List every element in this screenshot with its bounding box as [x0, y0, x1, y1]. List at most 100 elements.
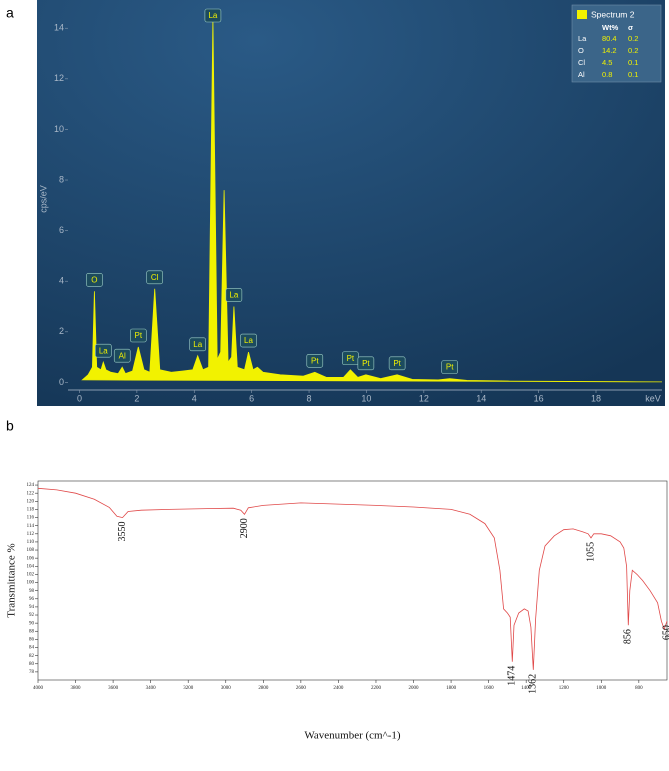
peak-label: Al [119, 351, 126, 360]
x-tick-label: 1000 [596, 686, 607, 691]
panel-label: b [6, 418, 14, 434]
spectrum-line [37, 487, 668, 670]
table-header: Wt% [602, 23, 619, 32]
peak-label: Pt [393, 359, 401, 368]
y-tick-label: 4 [59, 276, 64, 286]
plot-frame [37, 480, 668, 681]
x-tick-label: 3000 [221, 686, 232, 691]
peak-label: Pt [347, 354, 355, 363]
peak-label: 650 [661, 625, 669, 640]
peak-label-box [146, 270, 163, 285]
x-tick-label: 2400 [333, 686, 344, 691]
peak-label: 1362 [528, 674, 539, 694]
x-tick-label: 2000 [409, 686, 420, 691]
y-tick-label: 82 [29, 654, 35, 659]
table-sigma: 0.2 [628, 46, 638, 55]
table-sigma: 0.2 [628, 34, 638, 43]
x-tick-label: 3800 [71, 686, 82, 691]
y-tick-label: 96 [29, 597, 35, 602]
y-tick-label: 102 [27, 573, 35, 578]
y-tick-label: 112 [27, 532, 35, 537]
peak-label-box [94, 343, 112, 358]
table-header: σ [628, 23, 633, 32]
table-wt: 0.8 [602, 70, 612, 79]
x-tick-label: 2200 [371, 686, 382, 691]
table-wt: 14.2 [602, 46, 617, 55]
y-tick-label: 116 [27, 516, 35, 521]
peak-label-box [225, 288, 243, 302]
y-tick-label: 124 [27, 483, 35, 488]
x-tick-label: 2600 [296, 686, 307, 691]
peak-label: Pt [311, 356, 319, 365]
y-tick-label: 122 [27, 491, 35, 496]
x-tick-label: 8 [307, 393, 312, 403]
peak-label: La [208, 11, 217, 20]
panel-a-background [37, 0, 665, 406]
table-element: O [578, 46, 584, 55]
table-wt: 4.5 [602, 58, 612, 67]
peak-label: 856 [623, 629, 634, 644]
table-element: Al [578, 70, 585, 79]
y-tick-label: 108 [27, 548, 35, 553]
spectrum-area [81, 18, 663, 383]
x-tick-label: 3400 [146, 686, 157, 691]
peak-label: Cl [151, 273, 159, 282]
y-tick-label: 2 [59, 326, 64, 336]
x-tick-label: 2 [134, 393, 139, 403]
peak-label-box [357, 356, 375, 371]
y-tick-label: 10 [54, 124, 64, 134]
y-tick-label: 14 [54, 23, 64, 33]
y-tick-label: 80 [29, 662, 35, 667]
y-tick-label: 86 [29, 638, 35, 643]
x-tick-label: 4 [192, 393, 197, 403]
peak-label: La [99, 346, 108, 355]
peak-label: 1474 [507, 666, 518, 686]
peak-label: La [244, 336, 253, 345]
peak-label-box [86, 273, 103, 287]
y-tick-label: 88 [29, 629, 35, 634]
peak-label: 3550 [117, 522, 128, 542]
table-element: La [578, 34, 587, 43]
peak-label-box [189, 337, 207, 352]
peak-label-box [113, 348, 131, 363]
x-tick-label: 1400 [521, 686, 532, 691]
y-tick-label: 12 [54, 73, 64, 83]
x-tick-label: 3600 [108, 686, 119, 691]
peak-label-box [306, 353, 324, 368]
peak-label-box [441, 360, 458, 374]
x-tick-label: 0 [77, 393, 82, 403]
x-tick-label: 18 [591, 393, 601, 403]
x-tick-label: 800 [635, 686, 643, 691]
peak-label-box [204, 8, 222, 23]
x-axis-label: keV [645, 393, 661, 403]
x-tick-label: 16 [534, 393, 544, 403]
peak-label: Pt [362, 359, 370, 368]
x-tick-label: 1800 [446, 686, 457, 691]
y-tick-label: 120 [27, 499, 35, 504]
x-tick-label: 2800 [258, 686, 269, 691]
x-tick-label: 4000 [33, 686, 44, 691]
y-tick-label: 94 [29, 605, 35, 610]
panel-label: a [6, 5, 14, 21]
table-wt: 80.4 [602, 34, 617, 43]
y-axis-label: cps/eV [38, 185, 48, 213]
x-tick-label: 6 [249, 393, 254, 403]
y-tick-label: 114 [27, 524, 35, 529]
y-tick-label: 110 [27, 540, 35, 545]
x-tick-label: 10 [361, 393, 371, 403]
y-tick-label: 78 [29, 670, 35, 675]
y-tick-label: 84 [29, 646, 35, 651]
peak-label: 2900 [239, 518, 250, 538]
y-tick-label: 90 [29, 621, 35, 626]
table-sigma: 0.1 [628, 58, 638, 67]
table-element: Cl [578, 58, 585, 67]
peak-label: 1055 [585, 542, 596, 562]
y-tick-label: 104 [27, 564, 35, 569]
y-tick-label: 6 [59, 225, 64, 235]
y-tick-label: 118 [27, 508, 35, 513]
table-sigma: 0.1 [628, 70, 638, 79]
legend-entry: Spectrum 2 [591, 9, 635, 19]
y-tick-label: 8 [59, 174, 64, 184]
peak-label-box [388, 356, 406, 371]
